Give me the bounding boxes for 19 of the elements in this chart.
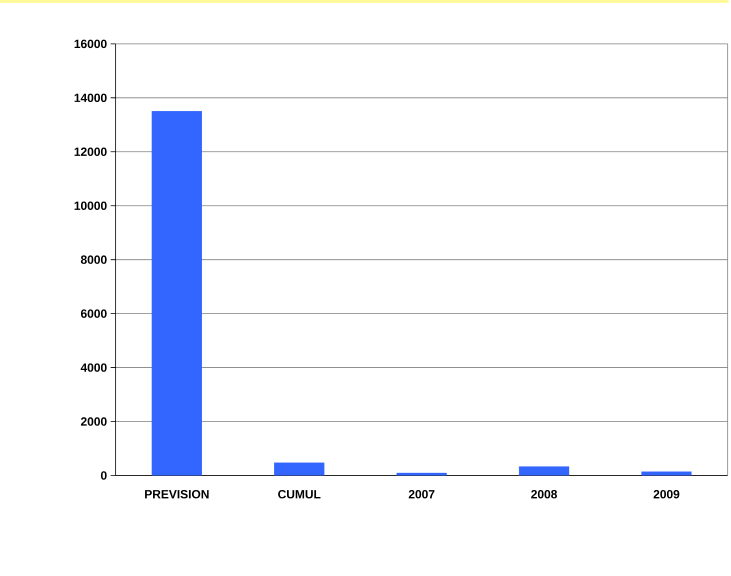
y-tick-label: 8000 (80, 255, 107, 264)
bar (396, 472, 447, 476)
y-tick-label: 14000 (74, 94, 107, 102)
y-tick-label: 16000 (74, 40, 107, 48)
y-tick-label: 2000 (80, 417, 107, 426)
bar (518, 466, 570, 476)
y-tick-label: 0 (100, 471, 107, 480)
y-tick-label: 6000 (80, 309, 107, 318)
x-tick-label: 2007 (408, 490, 434, 498)
bar (274, 462, 324, 476)
y-tick-label: 12000 (74, 147, 107, 156)
x-tick-label: PREVISION (145, 490, 209, 498)
x-tick-label: 2009 (654, 490, 680, 498)
x-tick-label: CUMUL (278, 490, 320, 498)
y-tick-label: 4000 (80, 363, 107, 372)
y-tick-label: 10000 (74, 201, 107, 210)
x-tick-label: 2008 (531, 490, 557, 498)
bar (152, 111, 202, 476)
bar (641, 471, 692, 476)
